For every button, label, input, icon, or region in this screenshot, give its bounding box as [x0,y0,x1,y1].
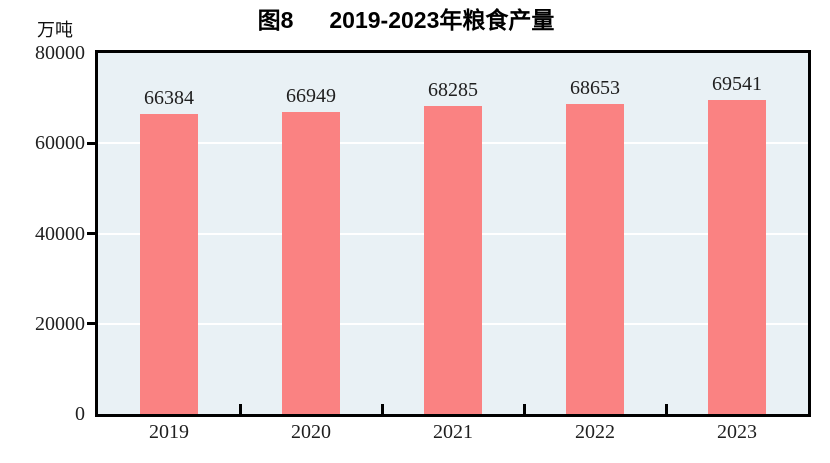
y-axis-tick-label-60000: 60000 [35,132,85,155]
y-axis-tick-label-20000: 20000 [35,312,85,335]
chart-title-figure-number: 图8 [257,7,294,33]
bar-2020 [282,112,340,414]
x-axis-tick-mark [522,404,526,414]
y-axis-unit-label: 万吨 [37,20,73,40]
bar-value-label-2023: 69541 [712,73,762,95]
plot-area: 66384 66949 68285 68653 69541 [95,50,811,417]
x-axis-label-2023: 2023 [717,421,757,443]
x-axis-label-2019: 2019 [149,421,189,443]
bar-2022 [566,104,624,414]
x-axis-tick-mark [238,404,242,414]
x-axis-tick-mark [380,404,384,414]
y-axis-tick-mark [87,232,95,235]
x-axis-tick-mark [664,404,668,414]
x-axis-label-2020: 2020 [291,421,331,443]
chart-title: 图8 2019-2023年粮食产量 [0,6,812,34]
bar-value-label-2022: 68653 [570,77,620,99]
bar-2021 [424,106,482,414]
x-axis-label-2021: 2021 [433,421,473,443]
y-axis-tick-label-40000: 40000 [35,222,85,245]
y-axis-tick-mark [87,141,95,145]
bar-2023 [708,100,766,414]
y-axis-tick-label-80000: 80000 [35,42,85,64]
bar-value-label-2021: 68285 [428,79,478,101]
x-axis-label-2022: 2022 [575,421,615,443]
y-axis-tick-mark [87,322,95,326]
bar-2019 [140,114,198,414]
bar-value-label-2020: 66949 [286,85,336,107]
chart-title-text: 2019-2023年粮食产量 [329,7,555,33]
bar-value-label-2019: 66384 [144,87,194,109]
y-axis-tick-label-0: 0 [75,403,85,425]
